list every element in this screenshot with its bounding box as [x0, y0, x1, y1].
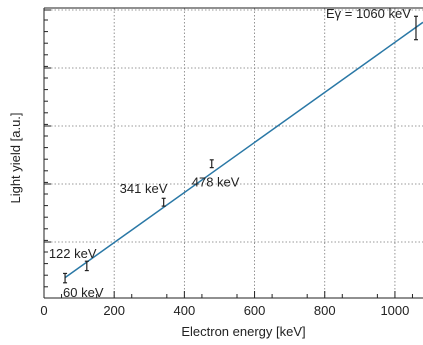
x-tick-label-5: 1000: [380, 303, 409, 318]
annotation-label: 60 keV: [63, 285, 104, 300]
x-tick-label-4: 800: [314, 303, 336, 318]
annotation-label: 122 keV: [49, 246, 97, 261]
x-tick-label-0: 0: [40, 303, 47, 318]
annotation-label: Eγ = 1060 keV: [326, 6, 411, 21]
y-axis-ticks: [44, 9, 51, 288]
annotation-label: 341 keV: [120, 181, 168, 196]
data-points-group: [63, 15, 418, 284]
x-tick-label-2: 400: [174, 303, 196, 318]
grid: [44, 8, 423, 298]
x-tick-label-1: 200: [103, 303, 125, 318]
annotations: 60 keV 122 keV 341 keV 478 keV Eγ = 1060 keV: [49, 6, 411, 300]
axes: [43, 7, 423, 299]
annotation-label: 478 keV: [192, 175, 240, 190]
x-axis-label: Electron energy [keV]: [181, 324, 305, 339]
fit-line-group: [64, 21, 423, 279]
fit-line: [64, 21, 423, 279]
y-axis-label: Light yield [a.u.]: [8, 112, 23, 203]
x-axis-ticks: 0 200 400 600 800 1000: [40, 291, 413, 318]
x-tick-label-3: 600: [244, 303, 266, 318]
